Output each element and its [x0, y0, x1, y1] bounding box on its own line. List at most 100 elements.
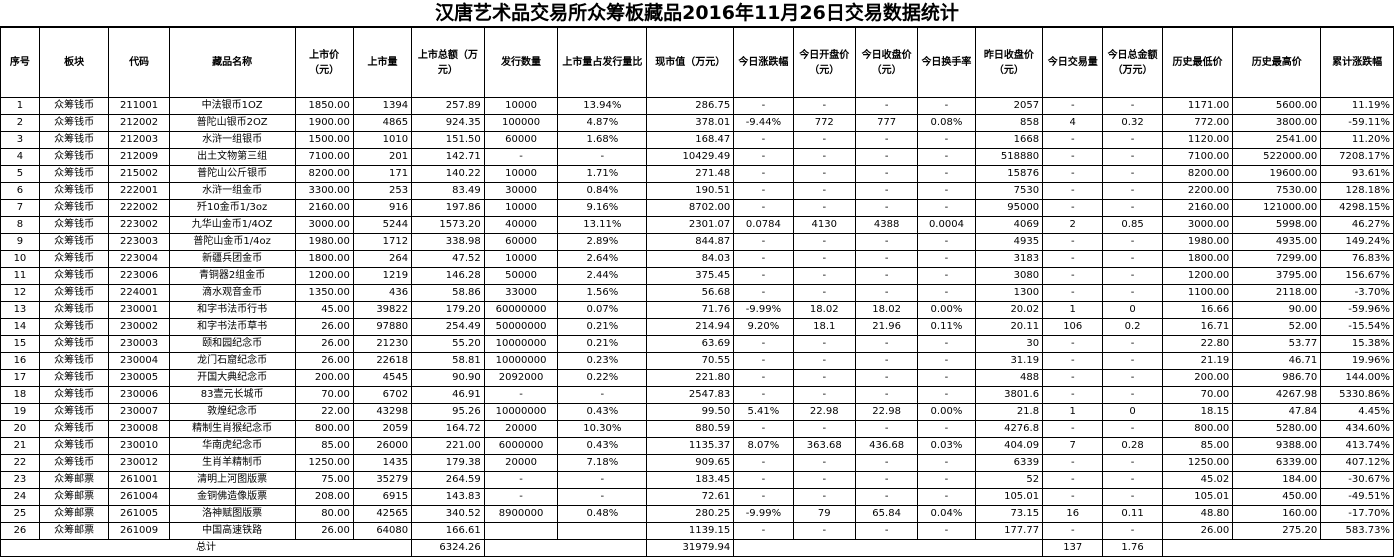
table-cell: 3800.00: [1232, 114, 1322, 132]
table-cell: -: [733, 471, 794, 489]
table-cell: 22: [0, 454, 40, 472]
column-header: 上市价（元）: [294, 27, 354, 98]
table-cell: 21.19: [1161, 352, 1234, 370]
table-cell: 43298: [352, 403, 413, 421]
table-cell: 17: [0, 369, 40, 387]
table-cell: 39822: [352, 301, 413, 319]
table-cell: 363.68: [792, 437, 856, 455]
table-cell: 1010: [352, 131, 413, 149]
table-cell: -: [1042, 386, 1104, 404]
table-cell: 70.00: [294, 386, 354, 404]
column-header: 代码: [108, 27, 170, 98]
table-cell: 普陀山公斤银币: [168, 165, 296, 183]
table-cell: 105.01: [1161, 488, 1234, 506]
table-cell: 9: [0, 233, 40, 251]
table-cell: 众筹钱币: [38, 369, 110, 387]
table-cell: 85.00: [294, 437, 354, 455]
table-cell: -: [1102, 420, 1163, 438]
table-cell: 4276.8: [974, 420, 1044, 438]
table-cell: 10429.49: [646, 148, 735, 166]
table-cell: 26: [0, 522, 40, 540]
table-cell: 179.20: [411, 301, 485, 319]
table-cell: 众筹邮票: [38, 505, 110, 523]
table-cell: 26.00: [294, 522, 354, 540]
table-cell: 1: [1042, 403, 1104, 421]
table-cell: 15876: [974, 165, 1044, 183]
table-cell: -: [1102, 471, 1163, 489]
table-cell: 151.50: [411, 131, 485, 149]
table-cell: 177.77: [974, 522, 1044, 540]
table-cell: 众筹钱币: [38, 335, 110, 353]
table-cell: 1850.00: [294, 97, 354, 115]
table-cell: 3000.00: [1161, 216, 1234, 234]
table-cell: 26.00: [1161, 522, 1234, 540]
table-cell: 众筹邮票: [38, 488, 110, 506]
table-cell: 160.00: [1232, 505, 1322, 523]
table-cell: 26.00: [294, 318, 354, 336]
table-cell: 10000: [483, 97, 559, 115]
table-cell: 2160.00: [1161, 199, 1234, 217]
table-cell: 200.00: [294, 369, 354, 387]
trade-data-table: 序号 板块 代码 藏品名称 上市价（元） 上市量 上市总额（万元） 发行数量 上市量占发行量比现…: [0, 27, 1394, 557]
table-cell: 230006: [108, 386, 170, 404]
column-header: 今日总金额（万元）: [1102, 27, 1163, 98]
table-cell: 众筹钱币: [38, 114, 110, 132]
table-cell: -: [854, 148, 919, 166]
table-cell: -3.70%: [1320, 284, 1394, 302]
table-cell: 230002: [108, 318, 170, 336]
table-cell: 21230: [352, 335, 413, 353]
table-cell: 166.61: [411, 522, 485, 540]
table-cell: 97880: [352, 318, 413, 336]
table-cell: 50000000: [483, 318, 559, 336]
table-cell: -: [1102, 352, 1163, 370]
table-cell: 183.45: [646, 471, 735, 489]
total-cell: [483, 539, 648, 557]
table-cell: 11: [0, 267, 40, 285]
table-cell: 洛神赋图版票: [168, 505, 296, 523]
table-cell: 20.11: [974, 318, 1044, 336]
table-cell: 10000000: [483, 352, 559, 370]
table-cell: 清明上河图版票: [168, 471, 296, 489]
table-cell: -: [917, 250, 976, 268]
header-row: 序号 板块 代码 藏品名称 上市价（元） 上市量 上市总额（万元） 发行数量 上市量占发行量比现…: [0, 27, 1394, 98]
table-cell: -: [854, 488, 919, 506]
table-cell: -: [917, 335, 976, 353]
table-cell: 众筹邮票: [38, 471, 110, 489]
table-row: 11 众筹钱币 223006 青铜器2组金币 1200.00 1219 146.28 5000…: [0, 267, 1394, 285]
table-cell: -: [917, 199, 976, 217]
table-cell: 4298.15%: [1320, 199, 1394, 217]
table-cell: -: [792, 454, 856, 472]
table-cell: -: [733, 97, 794, 115]
table-cell: 众筹钱币: [38, 437, 110, 455]
table-cell: 7299.00: [1232, 250, 1322, 268]
table-cell: 4: [1042, 114, 1104, 132]
table-cell: -: [917, 454, 976, 472]
table-cell: -: [1042, 131, 1104, 149]
table-cell: -: [1042, 284, 1104, 302]
table-cell: 众筹钱币: [38, 386, 110, 404]
table-cell: -: [733, 522, 794, 540]
table-cell: -: [733, 284, 794, 302]
table-row: 7 众筹钱币 222002 歼10金币1/3oz 2160.00 916 197.86 100…: [0, 199, 1394, 217]
table-cell: 13.94%: [557, 97, 648, 115]
table-cell: 146.28: [411, 267, 485, 285]
table-cell: 46.27%: [1320, 216, 1394, 234]
table-cell: -: [1102, 454, 1163, 472]
table-cell: 10000: [483, 165, 559, 183]
table-cell: 56.68: [646, 284, 735, 302]
table-cell: -: [733, 369, 794, 387]
table-cell: 223004: [108, 250, 170, 268]
table-cell: -: [1042, 522, 1104, 540]
table-cell: -: [917, 165, 976, 183]
table-cell: 华南虎纪念币: [168, 437, 296, 455]
table-cell: -: [733, 386, 794, 404]
table-cell: 100000: [483, 114, 559, 132]
table-cell: 184.00: [1232, 471, 1322, 489]
table-cell: -: [483, 471, 559, 489]
table-cell: 颐和园纪念币: [168, 335, 296, 353]
table-cell: 48.80: [1161, 505, 1234, 523]
table-cell: 35279: [352, 471, 413, 489]
table-cell: 6915: [352, 488, 413, 506]
table-cell: 2.89%: [557, 233, 648, 251]
table-cell: 0.0784: [733, 216, 794, 234]
